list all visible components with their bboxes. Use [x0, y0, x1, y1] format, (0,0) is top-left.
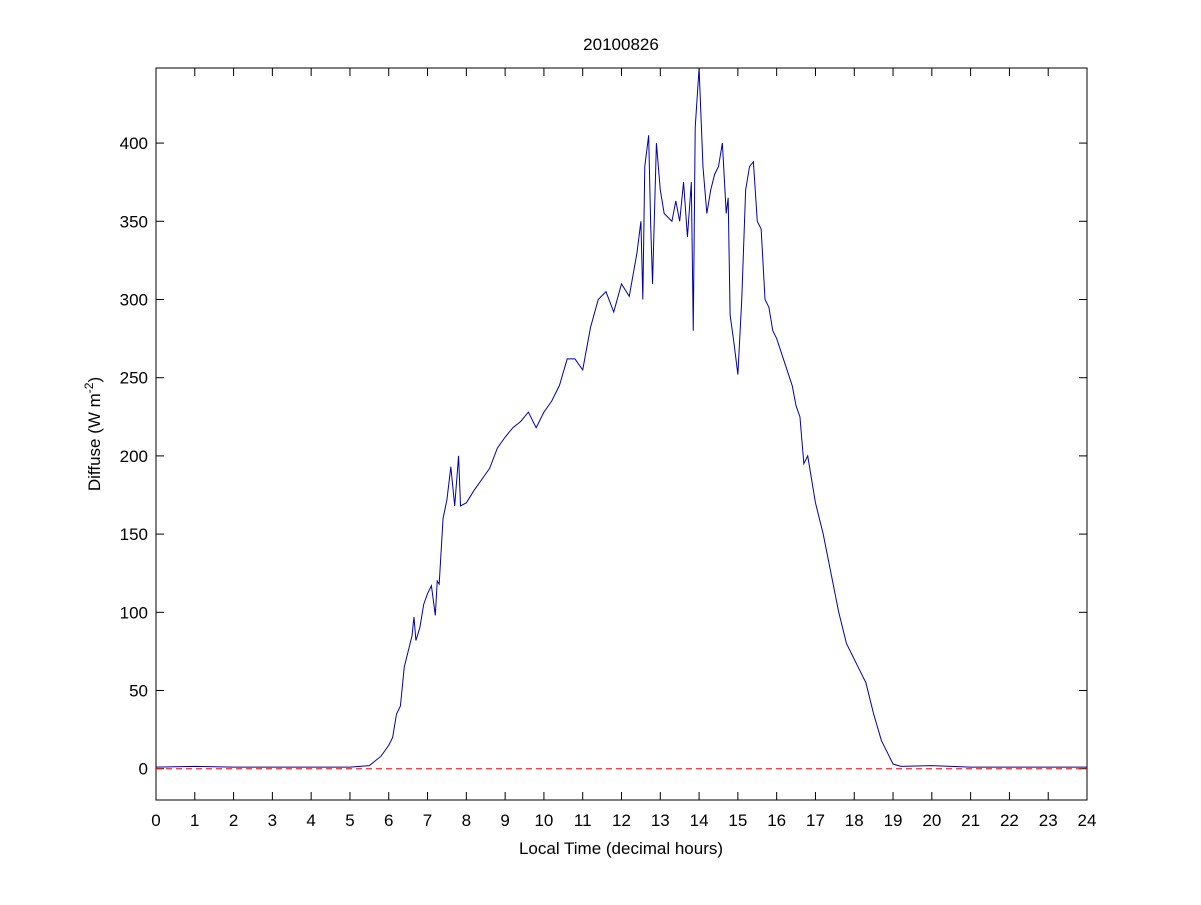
x-tick-label: 19: [884, 811, 903, 830]
x-tick-label: 13: [651, 811, 670, 830]
chart-title: 20100826: [583, 35, 659, 54]
x-tick-label: 21: [961, 811, 980, 830]
x-tick-label: 0: [151, 811, 160, 830]
x-tick-label: 20: [922, 811, 941, 830]
x-tick-label: 16: [767, 811, 786, 830]
y-tick-label: 400: [120, 134, 148, 153]
x-tick-label: 7: [423, 811, 432, 830]
x-axis-label: Local Time (decimal hours): [519, 839, 723, 858]
x-tick-label: 24: [1078, 811, 1097, 830]
y-tick-label: 100: [120, 603, 148, 622]
y-tick-label: 350: [120, 212, 148, 231]
x-tick-label: 6: [384, 811, 393, 830]
y-label-sup: -2: [82, 382, 96, 393]
x-tick-label: 22: [1000, 811, 1019, 830]
y-tick-label: 250: [120, 369, 148, 388]
y-tick-label: 300: [120, 290, 148, 309]
plot-area: [155, 67, 1088, 801]
y-tick-label: 150: [120, 525, 148, 544]
x-tick-label: 10: [534, 811, 553, 830]
line-series: [155, 67, 1087, 768]
x-tick-label: 12: [612, 811, 631, 830]
x-tick-label: 5: [345, 811, 354, 830]
y-tick-label: 0: [139, 760, 148, 779]
x-tick-label: 1: [190, 811, 199, 830]
x-tick-label: 9: [500, 811, 509, 830]
x-tick-label: 11: [574, 811, 592, 830]
x-tick-label: 3: [268, 811, 277, 830]
y-axis-label: Diffuse (W m-2): [82, 377, 104, 491]
y-tick-label: 50: [129, 682, 148, 701]
x-tick-label: 15: [728, 811, 747, 830]
x-tick-label: 23: [1039, 811, 1058, 830]
y-tick-label: 200: [120, 447, 148, 466]
x-tick-label: 4: [306, 811, 315, 830]
x-tick-label: 18: [845, 811, 864, 830]
x-tick-label: 17: [806, 811, 825, 830]
x-tick-label: 8: [462, 811, 471, 830]
x-tick-label: 2: [229, 811, 238, 830]
y-label-suffix: ): [85, 377, 104, 383]
y-label-text: Diffuse (W m: [85, 393, 104, 491]
x-tick-label: 14: [690, 811, 709, 830]
